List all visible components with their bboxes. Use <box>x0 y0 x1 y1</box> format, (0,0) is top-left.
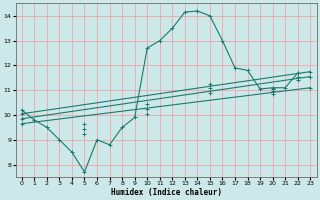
X-axis label: Humidex (Indice chaleur): Humidex (Indice chaleur) <box>110 188 221 197</box>
